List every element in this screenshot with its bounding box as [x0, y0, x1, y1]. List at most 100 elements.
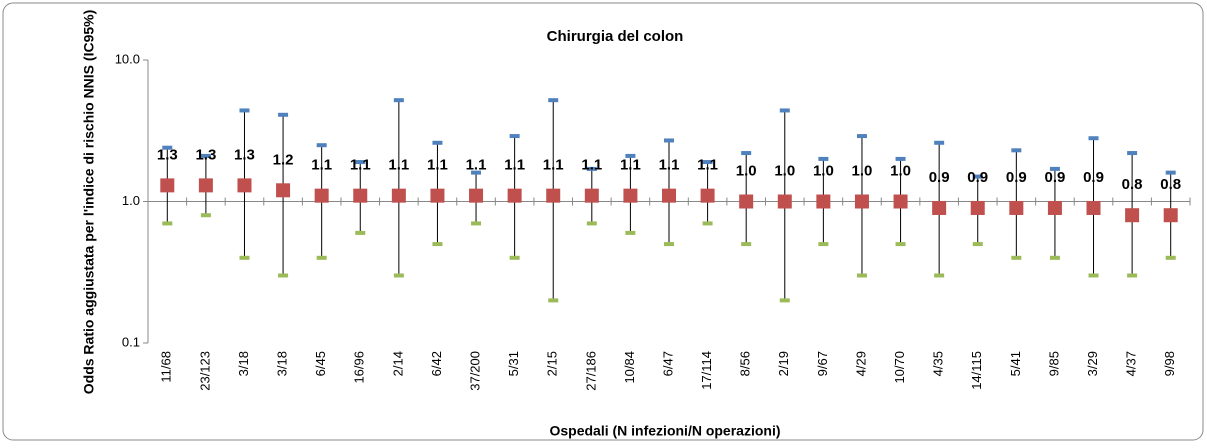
y-axis-title: Odds Ratio aggiustata per l'indice di ri…: [81, 10, 97, 395]
point: [198, 178, 213, 193]
point: [391, 188, 406, 203]
upper-cap: [818, 156, 829, 161]
value-label: 0.8: [1122, 176, 1143, 193]
lower-cap: [1165, 255, 1176, 260]
x-tick-label: 6/47: [660, 351, 675, 376]
value-label: 1.1: [427, 157, 448, 174]
upper-cap: [316, 143, 327, 148]
upper-cap: [239, 108, 250, 113]
point: [816, 194, 831, 209]
point: [314, 188, 329, 203]
upper-cap: [162, 145, 173, 150]
point: [430, 188, 445, 203]
x-tick-label: 3/29: [1085, 351, 1100, 376]
lower-cap: [432, 242, 443, 247]
lower-cap: [779, 298, 790, 303]
point: [700, 188, 715, 203]
upper-cap: [393, 98, 404, 103]
value-label: 0.9: [1083, 169, 1104, 186]
x-tick-label: 6/42: [429, 351, 444, 376]
lower-cap: [586, 221, 597, 226]
lower-cap: [895, 242, 906, 247]
lower-cap: [1049, 255, 1060, 260]
point: [932, 200, 947, 215]
upper-cap: [1165, 170, 1176, 175]
point: [237, 178, 252, 193]
value-label: 0.9: [929, 169, 950, 186]
lower-cap: [393, 273, 404, 278]
value-label: 1.0: [813, 162, 834, 179]
point: [584, 188, 599, 203]
lower-cap: [818, 242, 829, 247]
value-label: 1.1: [504, 157, 525, 174]
value-label: 1.0: [736, 162, 757, 179]
point: [276, 183, 291, 198]
point: [854, 194, 869, 209]
upper-cap: [741, 151, 752, 156]
value-label: 1.1: [659, 157, 680, 174]
x-tick-label: 11/68: [159, 351, 174, 383]
x-tick-label: 8/56: [738, 351, 753, 376]
upper-cap: [972, 174, 983, 179]
upper-cap: [1127, 151, 1138, 156]
point: [546, 188, 561, 203]
value-label: 1.0: [774, 162, 795, 179]
x-tick-label: 2/15: [545, 351, 560, 376]
upper-cap: [1011, 148, 1022, 153]
x-tick-label: 4/35: [931, 351, 946, 376]
upper-cap: [1088, 136, 1099, 141]
lower-cap: [509, 255, 520, 260]
upper-cap: [355, 160, 366, 165]
upper-cap: [278, 112, 289, 117]
value-label: 1.0: [852, 162, 873, 179]
x-tick-label: 6/45: [313, 351, 328, 376]
point: [469, 188, 484, 203]
point: [739, 194, 754, 209]
value-label: 1.3: [234, 146, 255, 163]
lower-cap: [355, 230, 366, 235]
y-tick-label: 1.0: [122, 193, 140, 208]
lower-cap: [625, 230, 636, 235]
x-tick-label: 17/114: [699, 351, 714, 390]
chart-frame: [2, 2, 1204, 441]
x-tick-label: 23/123: [197, 351, 212, 391]
x-tick-label: 5/41: [1008, 351, 1023, 376]
point: [353, 188, 368, 203]
point: [1047, 200, 1062, 215]
lower-cap: [972, 242, 983, 247]
lower-cap: [934, 273, 945, 278]
point: [1163, 208, 1178, 223]
point: [507, 188, 522, 203]
upper-cap: [702, 160, 713, 165]
x-tick-label: 10/70: [892, 351, 907, 384]
point: [662, 188, 676, 203]
value-label: 1.3: [157, 146, 178, 163]
upper-cap: [934, 140, 945, 145]
point: [777, 194, 792, 209]
x-tick-label: 14/115: [969, 351, 984, 390]
value-label: 0.8: [1160, 176, 1181, 193]
point: [970, 200, 985, 215]
point: [1125, 208, 1140, 223]
upper-cap: [664, 138, 674, 143]
lower-cap: [278, 273, 289, 278]
lower-cap: [1011, 255, 1022, 260]
value-label: 1.1: [466, 157, 487, 174]
x-tick-label: 9/85: [1046, 351, 1061, 376]
lower-cap: [471, 221, 482, 226]
lower-cap: [316, 255, 327, 260]
upper-cap: [432, 140, 443, 145]
lower-cap: [548, 298, 559, 303]
value-label: 1.0: [890, 162, 911, 179]
x-tick-label: 37/200: [467, 351, 482, 391]
lower-cap: [239, 255, 250, 260]
x-tick-label: 16/96: [352, 351, 367, 384]
x-tick-label: 9/67: [815, 351, 830, 376]
value-label: 0.9: [967, 169, 988, 186]
lower-cap: [856, 273, 867, 278]
value-label: 1.3: [195, 146, 216, 163]
point: [1086, 200, 1101, 215]
x-tick-label: 2/14: [390, 351, 405, 376]
